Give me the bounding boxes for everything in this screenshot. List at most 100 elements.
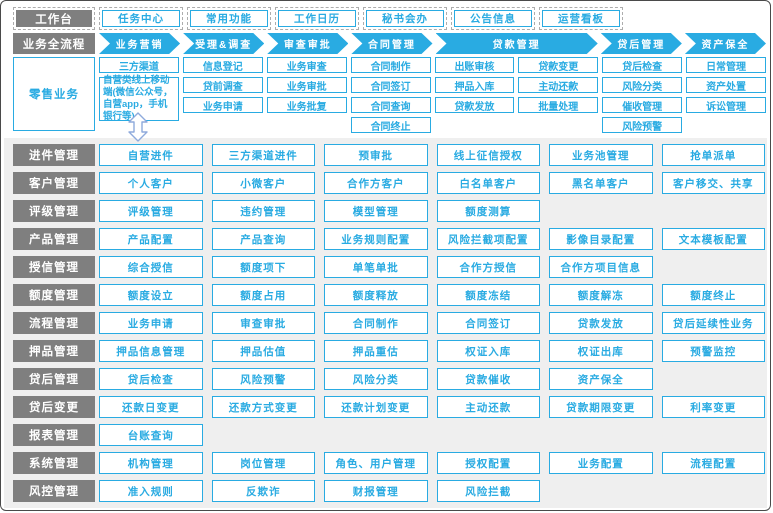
- module-button[interactable]: 业务申请: [99, 312, 203, 334]
- module-button[interactable]: 额度测算: [436, 200, 540, 222]
- feature-button[interactable]: 合同终止: [350, 117, 431, 133]
- feature-button[interactable]: 诉讼管理: [686, 97, 766, 113]
- module-button[interactable]: 额度释放: [324, 284, 428, 306]
- feature-button[interactable]: 资产处置: [686, 77, 766, 93]
- module-button[interactable]: 预审批: [324, 144, 428, 166]
- feature-button[interactable]: 信息登记: [182, 57, 263, 73]
- feature-button[interactable]: 贷款变更: [518, 57, 599, 73]
- module-button[interactable]: 权证入库: [436, 340, 540, 362]
- module-button[interactable]: 文本模板配置: [661, 228, 765, 250]
- module-button[interactable]: 风险拦截项配置: [436, 228, 540, 250]
- retail-column-contract: 合同制作 合同签订 合同查询 合同终止: [350, 57, 431, 133]
- module-button[interactable]: 合作方客户: [324, 172, 428, 194]
- feature-button[interactable]: 合同制作: [350, 57, 431, 73]
- module-button[interactable]: 台账查询: [99, 424, 203, 446]
- module-button[interactable]: 产品查询: [211, 228, 315, 250]
- module-button[interactable]: 贷款催收: [436, 368, 540, 390]
- workbench-button-operations-board[interactable]: 运营看板: [542, 10, 620, 27]
- feature-button[interactable]: 合同签订: [350, 77, 431, 93]
- module-button[interactable]: 个人客户: [99, 172, 203, 194]
- workbench-row: 工作台 任务中心 常用功能 工作日历 秘书会办 公告信息 运营看板: [13, 7, 766, 30]
- module-button[interactable]: 利率变更: [661, 396, 765, 418]
- module-button[interactable]: 流程配置: [661, 452, 765, 474]
- module-button[interactable]: 影像目录配置: [549, 228, 653, 250]
- module-button[interactable]: 单笔单批: [324, 256, 428, 278]
- module-button[interactable]: 合同制作: [324, 312, 428, 334]
- module-button[interactable]: 业务池管理: [549, 144, 653, 166]
- workbench-button-secretary-meeting[interactable]: 秘书会办: [366, 10, 444, 27]
- module-button[interactable]: 主动还款: [436, 396, 540, 418]
- module-button[interactable]: 额度设立: [99, 284, 203, 306]
- feature-button[interactable]: 业务申请: [182, 97, 263, 113]
- module-button[interactable]: 授权配置: [436, 452, 540, 474]
- module-button[interactable]: 角色、用户管理: [324, 452, 428, 474]
- module-button[interactable]: 额度解冻: [549, 284, 653, 306]
- feature-button[interactable]: 业务审查: [266, 57, 347, 73]
- feature-button[interactable]: 押品入库: [434, 77, 515, 93]
- module-button[interactable]: 违约管理: [211, 200, 315, 222]
- module-button[interactable]: 风险分类: [324, 368, 428, 390]
- feature-button[interactable]: 主动还款: [518, 77, 599, 93]
- module-button[interactable]: 抢单派单: [661, 144, 765, 166]
- module-button[interactable]: 资产保全: [549, 368, 653, 390]
- feature-button[interactable]: 风险分类: [602, 77, 683, 93]
- module-button[interactable]: 合作方项目信息: [549, 256, 653, 278]
- module-button[interactable]: 财报管理: [324, 480, 428, 502]
- module-button[interactable]: 三方渠道进件: [211, 144, 315, 166]
- module-button[interactable]: 线上征信授权: [436, 144, 540, 166]
- workbench-button-common-functions[interactable]: 常用功能: [190, 10, 268, 27]
- feature-button[interactable]: 风险预警: [602, 117, 683, 133]
- workbench-button-work-calendar[interactable]: 工作日历: [278, 10, 356, 27]
- feature-button[interactable]: 三方渠道: [99, 57, 179, 73]
- module-button[interactable]: 权证出库: [549, 340, 653, 362]
- feature-button[interactable]: 贷后检查: [602, 57, 683, 73]
- module-button[interactable]: 贷款发放: [549, 312, 653, 334]
- module-button[interactable]: 黑名单客户: [549, 172, 653, 194]
- module-button[interactable]: 押品估值: [211, 340, 315, 362]
- module-button[interactable]: 还款计划变更: [324, 396, 428, 418]
- module-button[interactable]: 模型管理: [324, 200, 428, 222]
- module-button[interactable]: 预警监控: [661, 340, 765, 362]
- feature-button[interactable]: 合同查询: [350, 97, 431, 113]
- feature-button[interactable]: 批量处理: [518, 97, 599, 113]
- feature-button[interactable]: 贷前调查: [182, 77, 263, 93]
- module-button[interactable]: 还款方式变更: [211, 396, 315, 418]
- process-flow-label: 业务全流程: [13, 33, 95, 54]
- module-button[interactable]: 业务配置: [549, 452, 653, 474]
- module-button[interactable]: 合作方授信: [436, 256, 540, 278]
- module-button[interactable]: 风险拦截: [436, 480, 540, 502]
- module-button[interactable]: 反欺诈: [211, 480, 315, 502]
- module-button[interactable]: 押品重估: [324, 340, 428, 362]
- module-button[interactable]: 贷后检查: [99, 368, 203, 390]
- module-button[interactable]: 机构管理: [99, 452, 203, 474]
- module-button[interactable]: 客户移交、共享: [661, 172, 765, 194]
- feature-button[interactable]: 日常管理: [686, 57, 766, 73]
- module-button[interactable]: 贷款期限变更: [549, 396, 653, 418]
- workbench-button-announcements[interactable]: 公告信息: [454, 10, 532, 27]
- module-button[interactable]: 白名单客户: [436, 172, 540, 194]
- module-button[interactable]: 评级管理: [99, 200, 203, 222]
- feature-button[interactable]: 出账审核: [434, 57, 515, 73]
- module-button[interactable]: 合同签订: [436, 312, 540, 334]
- module-button[interactable]: 产品配置: [99, 228, 203, 250]
- feature-button[interactable]: 贷款发放: [434, 97, 515, 113]
- module-button[interactable]: 风险预警: [211, 368, 315, 390]
- module-button[interactable]: 额度冻结: [436, 284, 540, 306]
- workbench-button-task-center[interactable]: 任务中心: [102, 10, 180, 27]
- feature-button[interactable]: 业务审批: [266, 77, 347, 93]
- module-button[interactable]: 额度项下: [211, 256, 315, 278]
- module-button[interactable]: 综合授信: [99, 256, 203, 278]
- module-button[interactable]: 自营进件: [99, 144, 203, 166]
- module-button[interactable]: 审查审批: [211, 312, 315, 334]
- module-button[interactable]: 准入规则: [99, 480, 203, 502]
- module-button[interactable]: 押品信息管理: [99, 340, 203, 362]
- module-button[interactable]: 业务规则配置: [324, 228, 428, 250]
- module-button[interactable]: 额度占用: [211, 284, 315, 306]
- module-button[interactable]: 岗位管理: [211, 452, 315, 474]
- module-button[interactable]: 贷后延续性业务: [661, 312, 765, 334]
- feature-button[interactable]: 业务批复: [266, 97, 347, 113]
- module-button[interactable]: 还款日变更: [99, 396, 203, 418]
- feature-button[interactable]: 催收管理: [602, 97, 683, 113]
- module-button[interactable]: 额度终止: [661, 284, 765, 306]
- module-button[interactable]: 小微客户: [211, 172, 315, 194]
